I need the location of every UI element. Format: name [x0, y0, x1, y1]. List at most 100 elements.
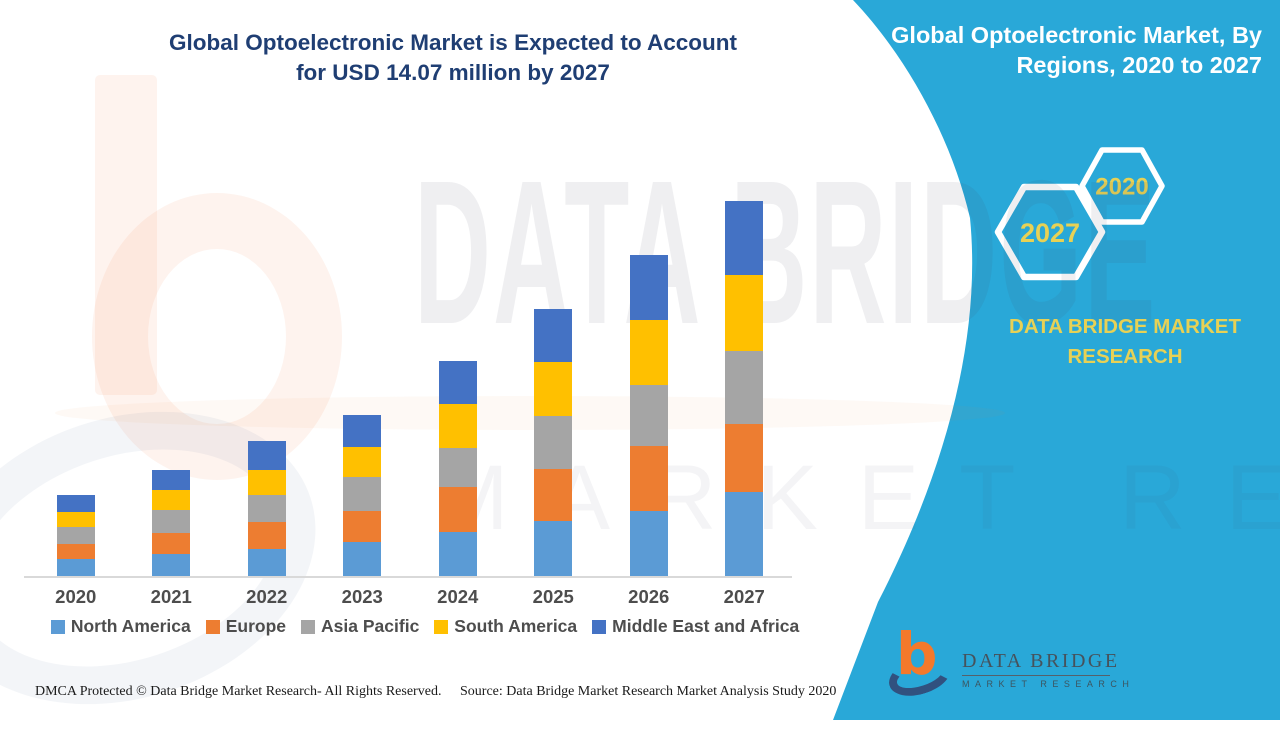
x-axis-label-2022: 2022 — [246, 586, 288, 607]
stacked-bar-2027 — [725, 201, 764, 576]
legend-item-north-america: North America — [50, 616, 191, 637]
segment-2020-europe — [56, 543, 95, 560]
stacked-bar-2022 — [247, 441, 286, 576]
segment-2025-middle-east-and-africa — [534, 308, 573, 362]
logo-icon: b — [884, 620, 956, 704]
x-axis-label-2025: 2025 — [532, 586, 574, 607]
hexagon-2020-label: 2020 — [1095, 174, 1148, 201]
source-note: Source: Data Bridge Market Research Mark… — [460, 684, 837, 699]
segment-2026-middle-east-and-africa — [629, 255, 668, 320]
brand-name-line1: DATA BRIDGE MARKET — [1009, 315, 1241, 338]
stacked-bar-2020 — [56, 494, 95, 576]
logo-text-block: DATA BRIDGE MARKET RESEARCH — [962, 650, 1135, 698]
background-graphics: 2027 2020 — [833, 0, 1280, 720]
x-axis-labels: 2020 2021 2022 2023 2024 2025 2026 2027 — [28, 586, 792, 608]
x-axis-line — [24, 576, 792, 578]
logo-b-glyph: b — [896, 620, 938, 688]
stacked-bar-2025 — [534, 308, 573, 576]
stacked-bar-2023 — [343, 414, 382, 576]
bar-slot-2022 — [219, 196, 315, 576]
bar-slot-2024 — [410, 196, 506, 576]
legend-swatch-south-america — [434, 619, 449, 634]
segment-2023-middle-east-and-africa — [343, 414, 382, 447]
bar-slot-2025 — [506, 196, 602, 576]
logo-subtitle: MARKET RESEARCH — [962, 679, 1135, 689]
segment-2023-europe — [343, 510, 382, 542]
hexagon-2020: 2020 — [1079, 147, 1165, 225]
stacked-bar-2024 — [438, 361, 477, 576]
segment-2023-north-america — [343, 541, 382, 576]
segment-2022-asia-pacific — [247, 494, 286, 523]
segment-2021-europe — [152, 532, 191, 554]
segment-2022-middle-east-and-africa — [247, 441, 286, 470]
teal-side-panel — [833, 0, 1280, 720]
legend-label-middle-east-and-africa: Middle East and Africa — [612, 616, 800, 636]
segment-2025-asia-pacific — [534, 416, 573, 470]
bar-slot-2020 — [28, 196, 124, 576]
segment-2025-europe — [534, 469, 573, 521]
segment-2023-asia-pacific — [343, 477, 382, 511]
bar-slot-2027 — [697, 196, 793, 576]
panel-title-line1: Global Optoelectronic Market, By — [891, 22, 1262, 48]
panel-title-line2: Regions, 2020 to 2027 — [1016, 52, 1262, 78]
segment-2026-north-america — [629, 511, 668, 576]
legend-item-south-america: South America — [434, 616, 577, 637]
segment-2021-north-america — [152, 553, 191, 576]
segment-2027-south-america — [725, 275, 764, 351]
segment-2024-south-america — [438, 403, 477, 448]
segment-2020-middle-east-and-africa — [56, 494, 95, 512]
segment-2025-north-america — [534, 520, 573, 576]
x-axis-label-2020: 2020 — [55, 586, 97, 607]
x-axis-label-2026: 2026 — [628, 586, 670, 607]
segment-2022-north-america — [247, 548, 286, 576]
logo-divider — [962, 675, 1110, 676]
stacked-bar-chart — [28, 196, 792, 576]
x-axis-label-2023: 2023 — [341, 586, 383, 607]
x-axis-label-2024: 2024 — [437, 586, 479, 607]
segment-2020-asia-pacific — [56, 526, 95, 544]
stacked-bar-2026 — [629, 255, 668, 576]
segment-2024-europe — [438, 487, 477, 533]
brand-name-line2: RESEARCH — [1067, 345, 1183, 368]
logo-swoosh-icon — [884, 648, 956, 704]
segment-2027-europe — [725, 424, 764, 492]
legend-label-asia-pacific: Asia Pacific — [321, 616, 420, 636]
segment-2021-south-america — [152, 490, 191, 511]
legend-label-europe: Europe — [225, 616, 287, 636]
page-title-line2: for USD 14.07 million by 2027 — [296, 60, 610, 85]
bar-slot-2021 — [124, 196, 220, 576]
legend-label-south-america: South America — [454, 616, 578, 636]
segment-2020-north-america — [56, 559, 95, 576]
segment-2024-middle-east-and-africa — [438, 361, 477, 404]
segment-2026-south-america — [629, 319, 668, 385]
segment-2026-asia-pacific — [629, 384, 668, 447]
segment-2022-south-america — [247, 469, 286, 495]
segment-2027-asia-pacific — [725, 350, 764, 425]
logo-title: DATA BRIDGE — [962, 650, 1120, 672]
hexagon-2027: 2027 — [994, 183, 1106, 281]
segment-2025-south-america — [534, 361, 573, 417]
hexagon-2027-label: 2027 — [1020, 218, 1080, 248]
segment-2024-north-america — [438, 532, 477, 576]
chart-legend: North America Europe Asia Pacific South Ame… — [30, 616, 820, 637]
legend-swatch-europe — [205, 619, 220, 634]
brand-name: DATA BRIDGE MARKET RESEARCH — [1000, 312, 1250, 372]
legend-swatch-asia-pacific — [301, 619, 316, 634]
panel-title: Global Optoelectronic Market, By Regions… — [872, 20, 1262, 80]
page-title: Global Optoelectronic Market is Expected… — [90, 28, 816, 88]
segment-2024-asia-pacific — [438, 447, 477, 488]
page-title-line1: Global Optoelectronic Market is Expected… — [168, 30, 738, 55]
segment-2022-europe — [247, 522, 286, 549]
segment-2027-middle-east-and-africa — [725, 201, 764, 276]
legend-item-europe: Europe — [205, 616, 287, 637]
segment-2026-europe — [629, 446, 668, 512]
company-logo: b DATA BRIDGE MARKET RESEARCH — [884, 620, 1135, 704]
legend-item-middle-east-and-africa: Middle East and Africa — [592, 616, 799, 637]
bar-slot-2023 — [315, 196, 411, 576]
segment-2027-north-america — [725, 491, 764, 576]
legend-swatch-north-america — [50, 619, 65, 634]
segment-2023-south-america — [343, 446, 382, 478]
stacked-bar-2021 — [152, 469, 191, 576]
x-axis-label-2021: 2021 — [150, 586, 192, 607]
